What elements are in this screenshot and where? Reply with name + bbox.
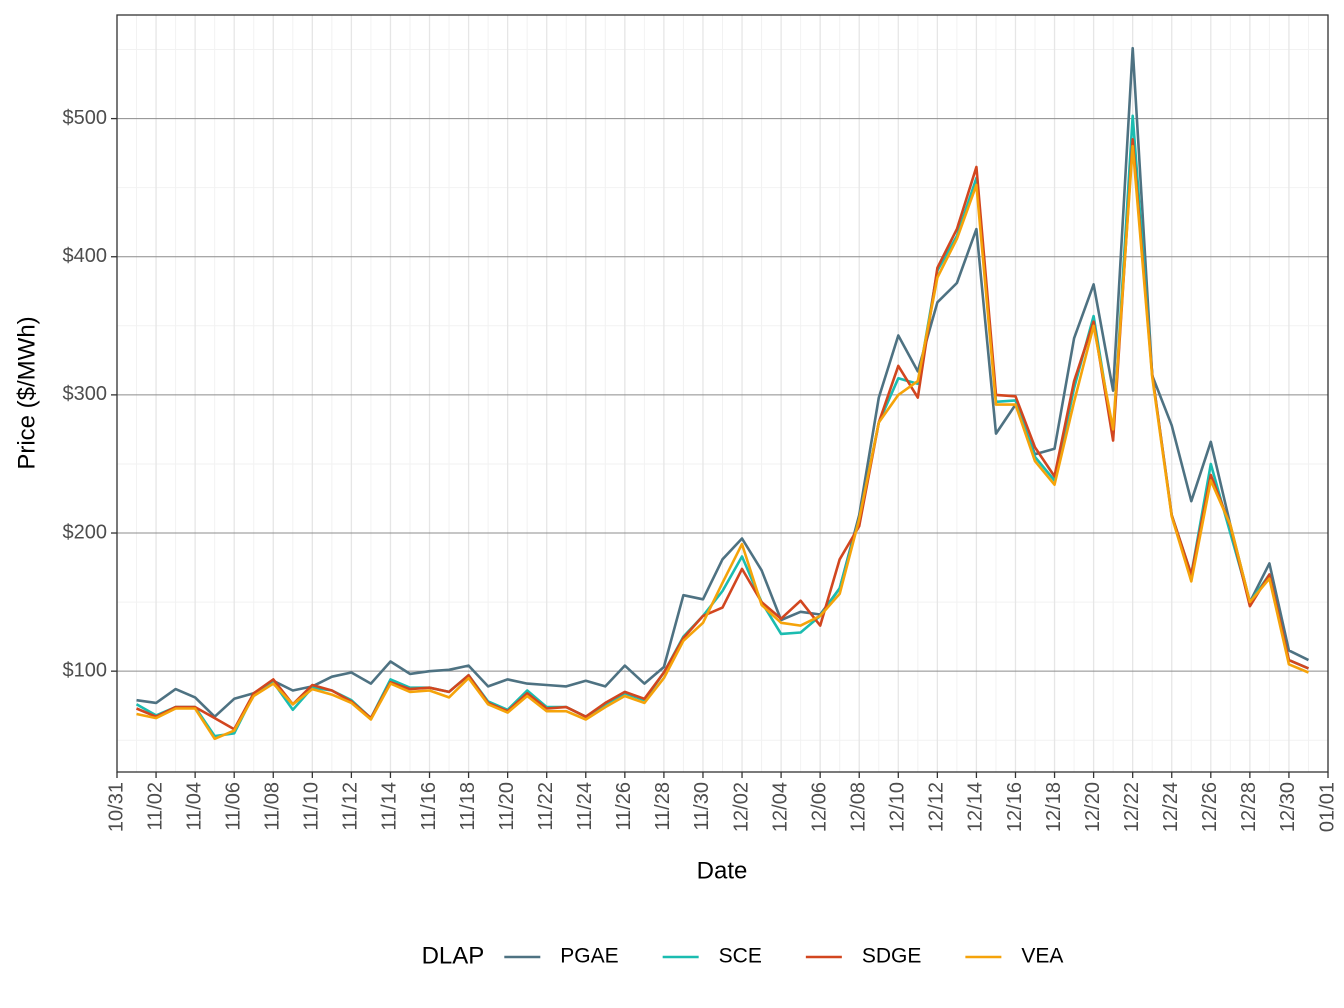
x-tick-label: 11/10 — [301, 782, 323, 831]
x-tick-label: 12/06 — [808, 782, 830, 832]
x-tick-label: 11/08 — [262, 782, 284, 831]
legend-label: SCE — [719, 945, 762, 968]
x-tick-label: 12/02 — [730, 782, 752, 832]
x-tick-label: 12/14 — [965, 782, 987, 832]
x-tick-label: 11/30 — [691, 782, 713, 831]
series-line — [136, 46, 1310, 718]
x-axis-title: Date — [697, 857, 748, 884]
x-tick-label: 12/22 — [1121, 782, 1143, 832]
x-tick-label: 11/04 — [183, 782, 205, 831]
y-tick-label: $300 — [63, 383, 108, 405]
x-tick-label: 01/01 — [1316, 782, 1338, 832]
x-tick-label: 12/12 — [926, 782, 948, 832]
x-tick-label: 12/20 — [1082, 782, 1104, 832]
x-tick-label: 12/30 — [1277, 782, 1299, 832]
x-tick-label: 11/18 — [457, 782, 479, 831]
x-tick-label: 11/12 — [340, 782, 362, 831]
x-tick-label: 12/28 — [1238, 782, 1260, 832]
x-tick-label: 11/26 — [613, 782, 635, 831]
x-tick-label: 12/26 — [1199, 782, 1221, 832]
plot-border — [116, 14, 1329, 773]
x-tick-label: 12/24 — [1160, 782, 1182, 832]
y-axis-title: Price ($/MWh) — [13, 316, 40, 469]
x-tick-label: 12/10 — [887, 782, 909, 832]
x-tick-label: 12/16 — [1004, 782, 1026, 832]
x-tick-label: 11/20 — [496, 782, 518, 831]
legend-title: DLAP — [422, 942, 485, 969]
x-tick-label: 11/06 — [222, 782, 244, 831]
x-tick-label: 11/24 — [574, 782, 596, 831]
x-tick-label: 12/08 — [848, 782, 870, 832]
x-tick-label: 11/28 — [652, 782, 674, 831]
x-tick-label: 11/14 — [379, 782, 401, 831]
legend-label: SDGE — [862, 945, 922, 968]
legend-label: VEA — [1021, 945, 1063, 968]
x-tick-label: 10/31 — [105, 782, 127, 832]
y-tick-label: $500 — [63, 107, 108, 129]
series-line — [136, 144, 1310, 741]
y-tick-label: $100 — [63, 659, 108, 681]
y-tick-label: $200 — [63, 521, 108, 543]
x-tick-label: 11/02 — [144, 782, 166, 831]
x-tick-label: 11/16 — [418, 782, 440, 831]
x-tick-label: 12/18 — [1043, 782, 1065, 832]
x-tick-label: 11/22 — [535, 782, 557, 831]
legend-label: PGAE — [560, 945, 618, 968]
series-line — [135, 138, 1310, 731]
x-tick-label: 12/04 — [769, 782, 791, 832]
y-tick-label: $400 — [63, 245, 108, 267]
